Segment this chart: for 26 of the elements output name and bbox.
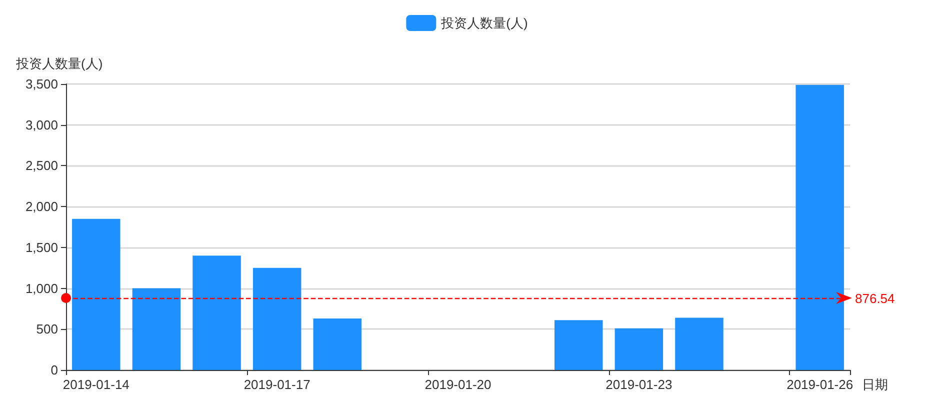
bar (614, 328, 664, 370)
y-tick-label: 1,000 (25, 280, 58, 296)
x-tick-label: 2019-01-14 (62, 377, 130, 392)
x-tick-label: 2019-01-23 (606, 377, 672, 392)
y-axis-title: 投资人数量(人) (15, 56, 103, 71)
y-tick-label: 0 (50, 362, 58, 378)
y-tick-label: 2,500 (25, 158, 58, 174)
bar (192, 256, 241, 370)
bar (675, 318, 724, 370)
x-tick-label: 2019-01-26 (786, 377, 854, 392)
bar (554, 320, 603, 370)
bar (252, 268, 302, 370)
bar (313, 318, 362, 370)
x-tick-label: 2019-01-17 (244, 377, 310, 392)
y-tick-label: 500 (36, 322, 58, 337)
bar (72, 218, 120, 370)
ref-line-label: 876.54 (855, 290, 895, 306)
y-tick-label: 1,500 (25, 240, 58, 255)
bar (796, 84, 844, 370)
x-tick-label: 2019-01-20 (424, 377, 492, 392)
y-tick-label: 3,500 (25, 76, 58, 92)
x-axis-title: 日期 (862, 377, 888, 392)
bar (132, 288, 181, 370)
y-tick-label: 2,000 (25, 199, 58, 214)
y-tick-label: 3,000 (25, 117, 58, 132)
legend-label: 投资人数量(人) (440, 16, 528, 30)
